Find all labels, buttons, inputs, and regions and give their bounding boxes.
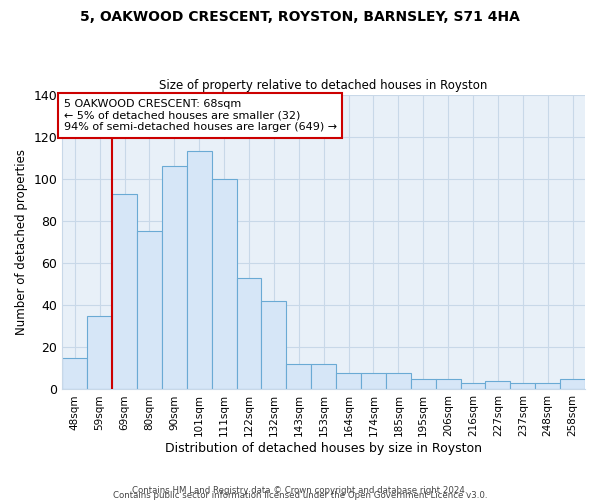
Bar (336, 372, 361, 390)
Bar (162, 166, 187, 390)
Bar (112, 194, 137, 390)
Bar (262, 301, 286, 390)
Bar (485, 381, 511, 390)
Bar (236, 278, 262, 390)
Bar (286, 364, 311, 390)
Text: 5, OAKWOOD CRESCENT, ROYSTON, BARNSLEY, S71 4HA: 5, OAKWOOD CRESCENT, ROYSTON, BARNSLEY, … (80, 10, 520, 24)
Bar (560, 379, 585, 390)
Bar (361, 372, 386, 390)
Bar (311, 364, 336, 390)
Bar (386, 372, 411, 390)
Bar (511, 383, 535, 390)
Bar (411, 379, 436, 390)
Text: Contains HM Land Registry data © Crown copyright and database right 2024.: Contains HM Land Registry data © Crown c… (132, 486, 468, 495)
Bar (187, 152, 212, 390)
Bar (87, 316, 112, 390)
Bar (535, 383, 560, 390)
X-axis label: Distribution of detached houses by size in Royston: Distribution of detached houses by size … (165, 442, 482, 455)
Bar (62, 358, 87, 390)
Bar (461, 383, 485, 390)
Text: Contains public sector information licensed under the Open Government Licence v3: Contains public sector information licen… (113, 491, 487, 500)
Title: Size of property relative to detached houses in Royston: Size of property relative to detached ho… (160, 79, 488, 92)
Bar (137, 232, 162, 390)
Text: 5 OAKWOOD CRESCENT: 68sqm
← 5% of detached houses are smaller (32)
94% of semi-d: 5 OAKWOOD CRESCENT: 68sqm ← 5% of detach… (64, 99, 337, 132)
Y-axis label: Number of detached properties: Number of detached properties (15, 149, 28, 335)
Bar (212, 179, 236, 390)
Bar (436, 379, 461, 390)
